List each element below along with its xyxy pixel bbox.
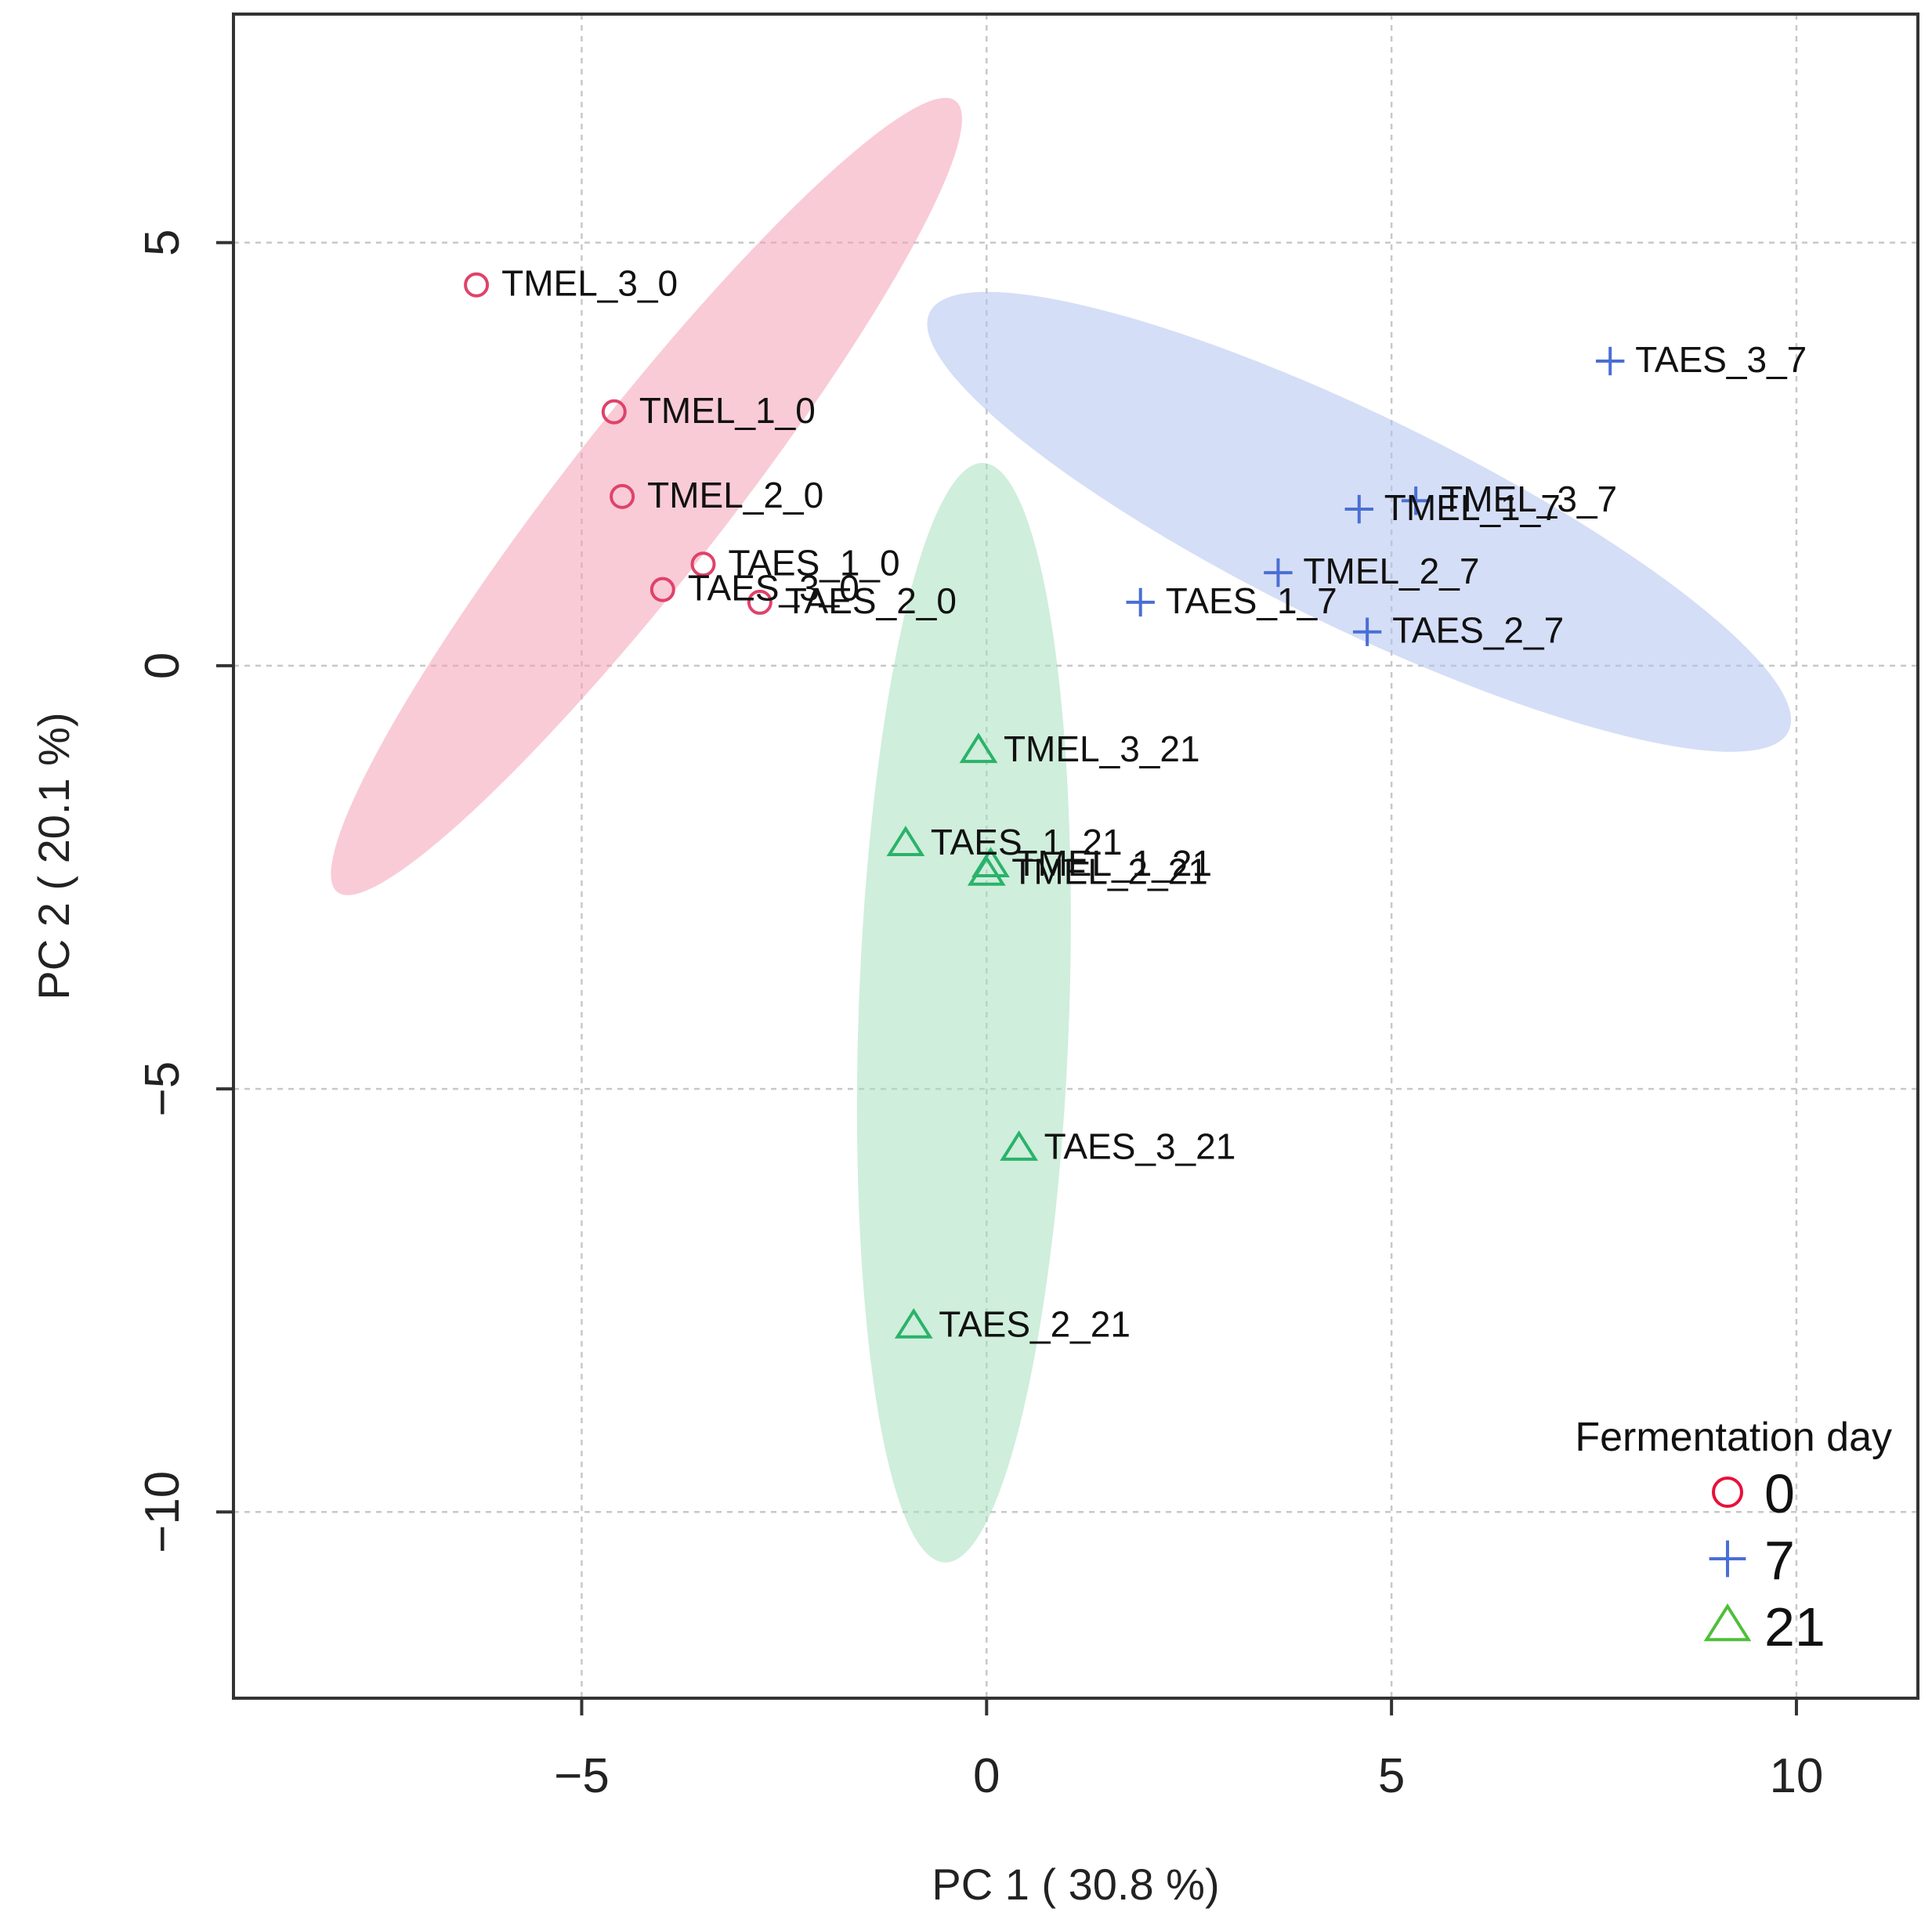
point-label-TMEL_3_7: TMEL_3_7 bbox=[1441, 479, 1617, 519]
point-TAES_3_0 bbox=[649, 577, 675, 602]
point-label-TMEL_2_7: TMEL_2_7 bbox=[1303, 551, 1479, 591]
plot-frame bbox=[232, 13, 1919, 1700]
point-label-TMEL_2_21: TMEL_2_21 bbox=[1011, 851, 1208, 892]
point-TAES_1_21 bbox=[886, 826, 925, 856]
point-TMEL_3_0 bbox=[464, 272, 490, 298]
point-label-TAES_3_21: TAES_3_21 bbox=[1044, 1126, 1236, 1167]
point-TMEL_3_21 bbox=[959, 732, 998, 764]
y-tick-label: 0 bbox=[136, 652, 190, 679]
point-TMEL_3_7 bbox=[1401, 486, 1431, 515]
point-label-TAES_1_21: TAES_1_21 bbox=[931, 822, 1123, 862]
x-axis-title: PC 1 ( 30.8 %) bbox=[932, 1860, 1219, 1909]
point-label-TAES_1_7: TAES_1_7 bbox=[1166, 580, 1337, 621]
ellipse-day-21 bbox=[856, 463, 1071, 1563]
legend-title: Fermentation day bbox=[1575, 1415, 1892, 1460]
point-label-TAES_2_21: TAES_2_21 bbox=[939, 1304, 1131, 1345]
point-label-TMEL_1_7: TMEL_1_7 bbox=[1384, 487, 1561, 528]
point-label-TAES_2_7: TAES_2_7 bbox=[1392, 610, 1564, 651]
point-label-TAES_1_0: TAES_1_0 bbox=[729, 542, 900, 583]
point-TMEL_2_7 bbox=[1264, 558, 1293, 587]
point-label-TAES_2_0: TAES_2_0 bbox=[785, 580, 957, 621]
x-tick-label: 10 bbox=[1769, 1749, 1823, 1803]
y-tick-label: −5 bbox=[136, 1061, 190, 1117]
axes: −5 0 5 10 5 0 −5 −10 bbox=[136, 229, 1823, 1803]
y-axis-title: PC 2 ( 20.1 %) bbox=[29, 712, 78, 999]
legend-label-21: 21 bbox=[1764, 1596, 1825, 1657]
x-tick-label: −5 bbox=[554, 1749, 610, 1803]
point-TAES_1_0 bbox=[690, 551, 716, 577]
point-TMEL_2_0 bbox=[610, 483, 635, 509]
y-tick-label: 5 bbox=[136, 229, 190, 255]
point-label-TMEL_1_0: TMEL_1_0 bbox=[639, 390, 816, 431]
data-points bbox=[464, 272, 1625, 1339]
legend-marker-0 bbox=[1712, 1477, 1743, 1508]
point-TAES_2_0 bbox=[747, 589, 772, 615]
x-tick-label: 0 bbox=[973, 1749, 1000, 1803]
legend-marker-7 bbox=[1709, 1540, 1746, 1578]
point-TAES_2_7 bbox=[1352, 617, 1382, 646]
point-label-TMEL_3_0: TMEL_3_0 bbox=[501, 263, 678, 304]
legend-marker-21 bbox=[1703, 1603, 1752, 1642]
point-label-TMEL_2_0: TMEL_2_0 bbox=[647, 475, 823, 515]
point-labels: TMEL_3_0 TMEL_1_0 TMEL_2_0 TAES_1_0TAES_3_0… bbox=[501, 263, 1807, 1345]
point-label-TAES_3_0: TAES_3_0 bbox=[688, 568, 859, 609]
point-TAES_3_7 bbox=[1596, 346, 1625, 376]
ellipse-day-0 bbox=[331, 97, 962, 895]
point-label-TMEL_3_21: TMEL_3_21 bbox=[1004, 728, 1200, 769]
legend-label-0: 0 bbox=[1764, 1463, 1795, 1524]
point-label-TAES_3_7: TAES_3_7 bbox=[1635, 339, 1807, 380]
legend-label-7: 7 bbox=[1764, 1530, 1795, 1591]
point-label-TMEL_1_21: TMEL_1_21 bbox=[1015, 843, 1212, 884]
point-TMEL_2_21 bbox=[967, 855, 1006, 886]
point-TAES_2_21 bbox=[894, 1307, 933, 1339]
point-TMEL_1_7 bbox=[1344, 494, 1373, 524]
y-tick-label: −10 bbox=[136, 1471, 190, 1553]
x-tick-label: 5 bbox=[1378, 1749, 1405, 1803]
point-TAES_1_7 bbox=[1126, 587, 1155, 617]
point-TMEL_1_0 bbox=[601, 399, 627, 425]
point-TAES_3_21 bbox=[1000, 1130, 1039, 1161]
